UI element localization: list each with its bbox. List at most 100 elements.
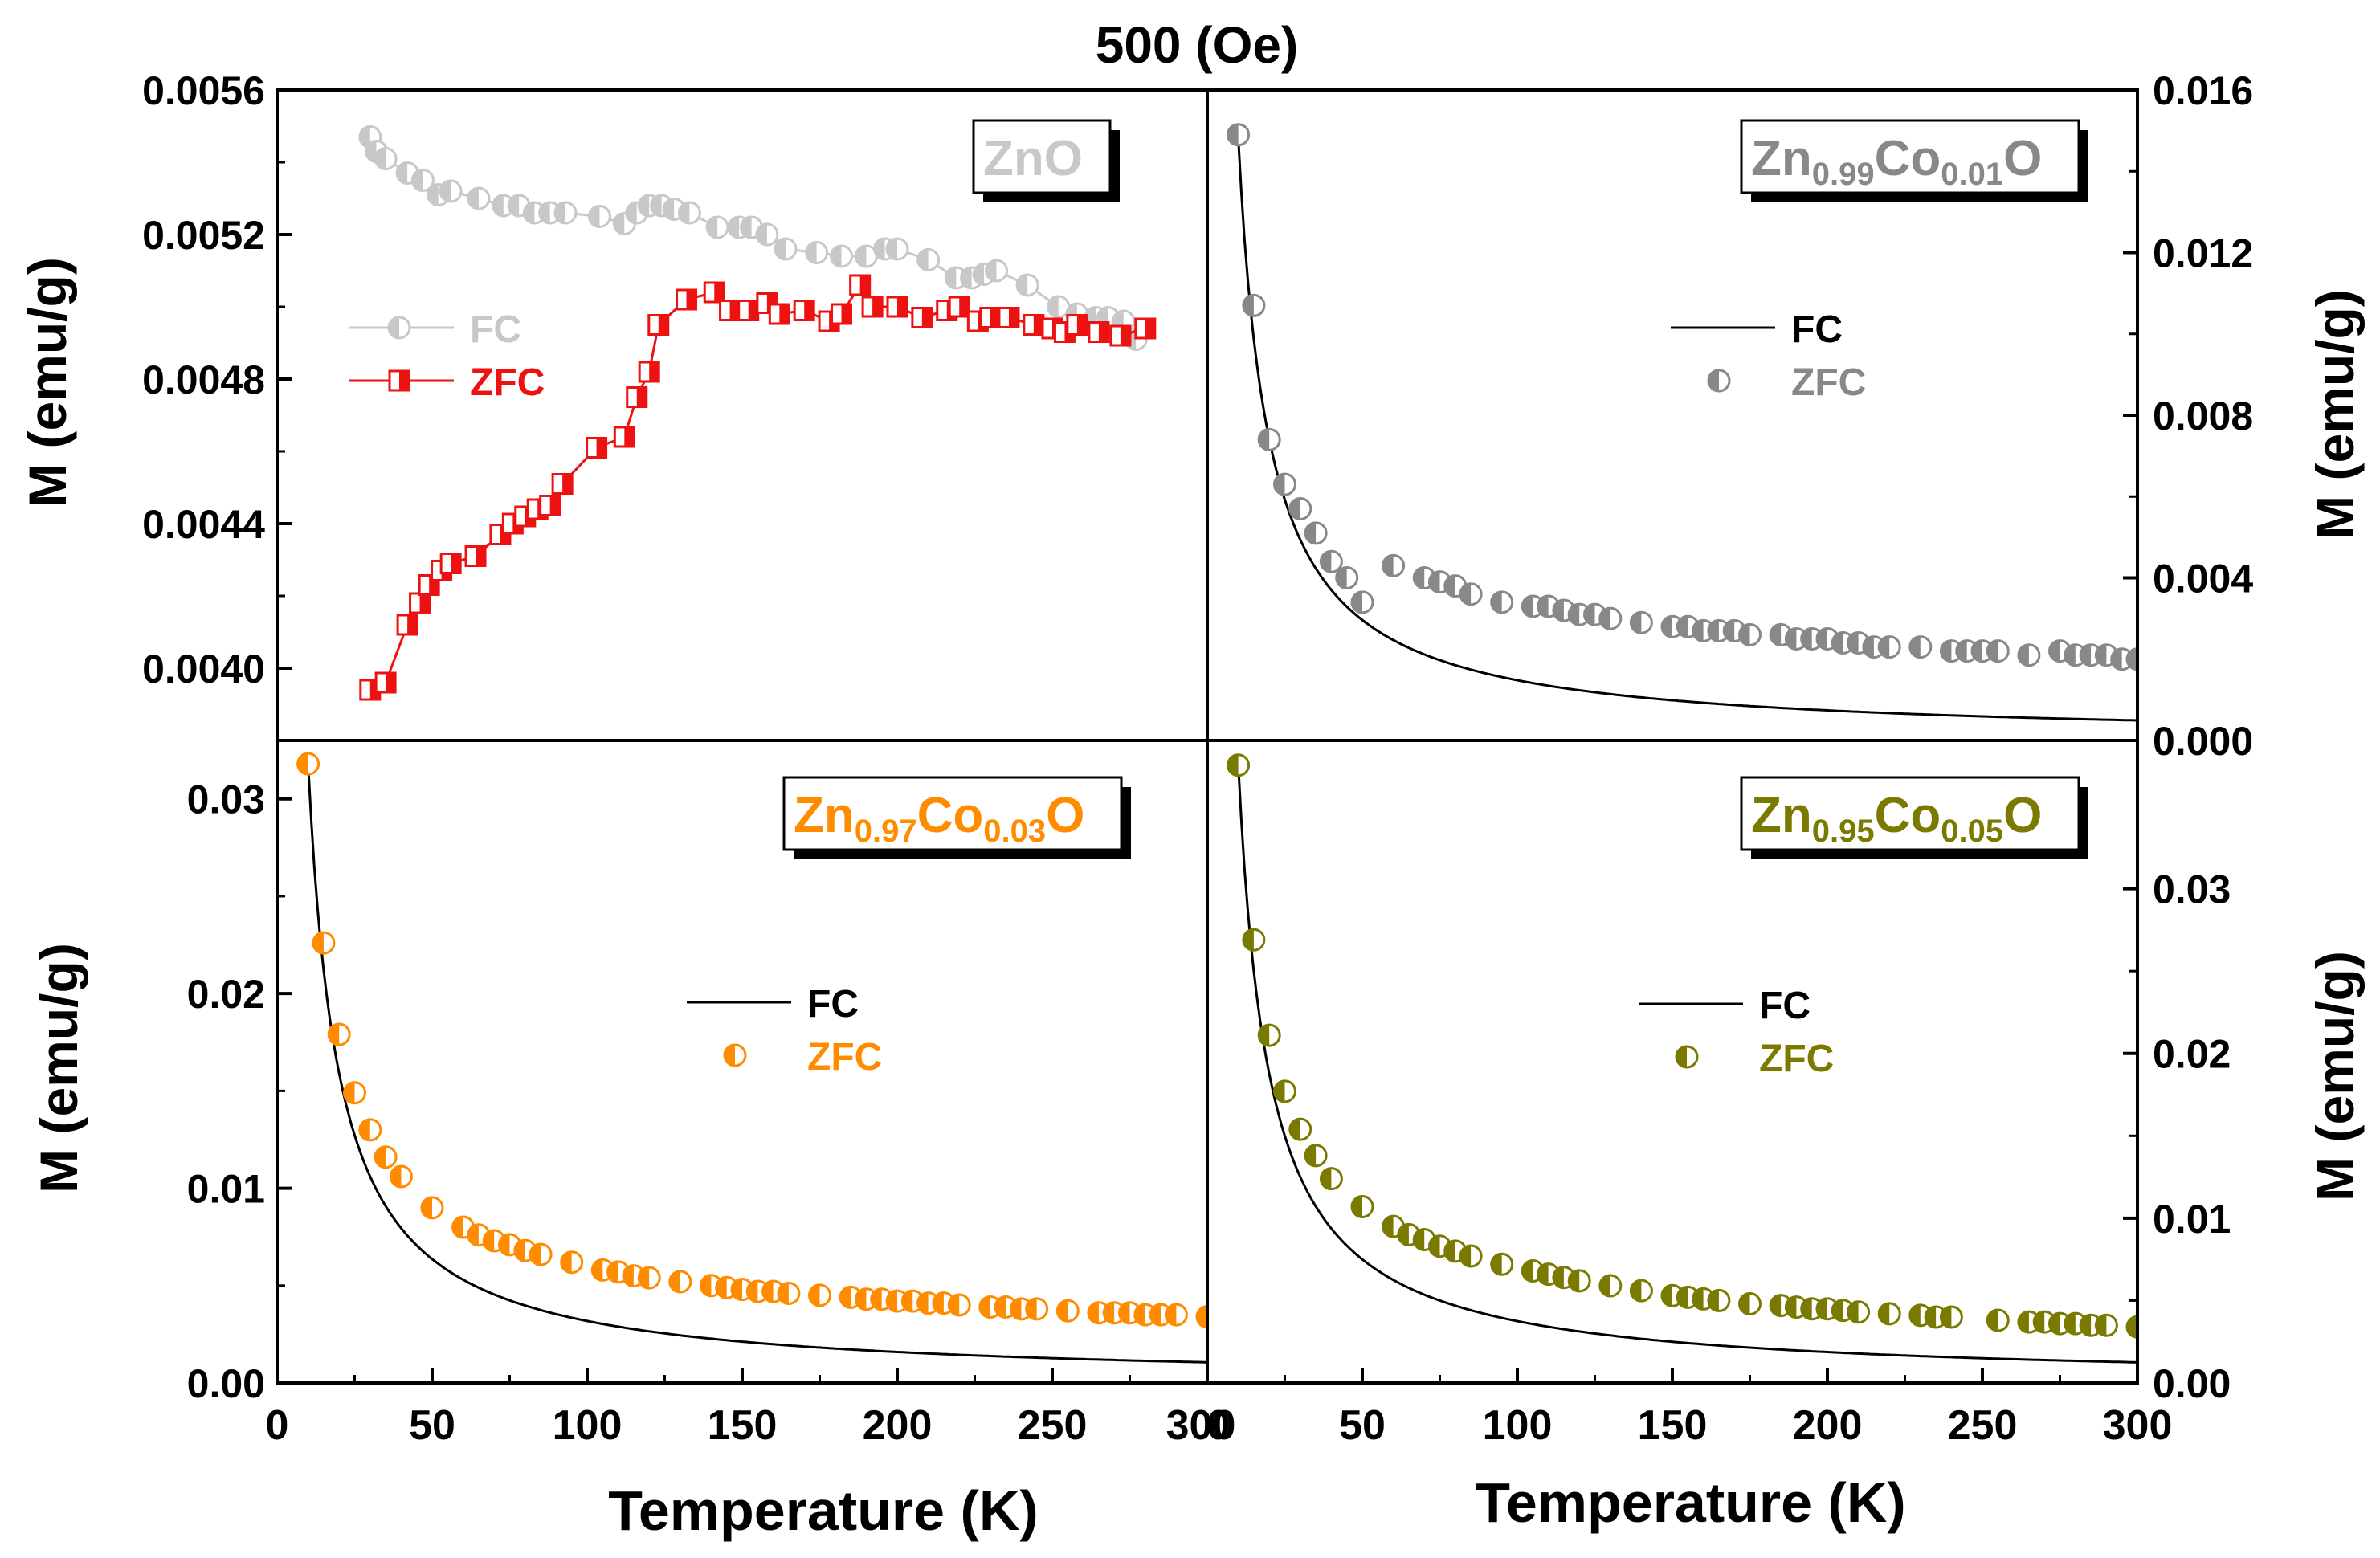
zfc-point-fill bbox=[1321, 551, 1332, 573]
label-box bbox=[1740, 776, 2080, 851]
zfc-point-fill bbox=[1098, 322, 1108, 342]
fc-point-fill bbox=[729, 217, 740, 238]
zfc-point-fill bbox=[2049, 1313, 2060, 1335]
zfc-point-fill bbox=[840, 1287, 851, 1308]
zfc-point-fill bbox=[809, 1284, 820, 1306]
panel-zn095co005o: 0.00 0.01 0.02 0.03 0 50 100 150 200 250 300 FC ZFC Z… bbox=[1206, 753, 2231, 1449]
x-tick-label: 250 bbox=[1018, 1402, 1088, 1449]
zfc-point-fill bbox=[484, 1230, 495, 1252]
y-tick-label: 0.016 bbox=[2153, 68, 2253, 113]
x-tick-label: 100 bbox=[553, 1402, 623, 1449]
zfc-point-fill bbox=[624, 427, 635, 447]
x-tick-label: 0 bbox=[1207, 1402, 1231, 1449]
legend-label: FC bbox=[1791, 308, 1843, 351]
zfc-point-fill bbox=[639, 1267, 650, 1289]
zfc-point-fill bbox=[2049, 640, 2060, 662]
y-tick-label: 0.0044 bbox=[142, 502, 265, 547]
label-subscript: 0.05 bbox=[1941, 814, 2003, 849]
label-subscript: 0.97 bbox=[855, 814, 917, 849]
zfc-point-fill bbox=[1863, 636, 1874, 658]
label-text: O bbox=[2003, 788, 2042, 843]
zfc-point-fill bbox=[1817, 1298, 1827, 1319]
legend-marker-fill bbox=[1676, 1046, 1687, 1067]
zfc-point-fill bbox=[1692, 1288, 1704, 1310]
zfc-point-fill bbox=[1522, 595, 1533, 617]
figure-title: 500 (Oe) bbox=[1096, 16, 1299, 74]
fc-point-fill bbox=[741, 217, 752, 238]
zfc-point-fill bbox=[990, 308, 1000, 328]
y-tick-label: 0.000 bbox=[2153, 719, 2253, 764]
label-text: Co bbox=[917, 788, 984, 843]
x-tick-label: 300 bbox=[2103, 1402, 2173, 1449]
legend: FC ZFC bbox=[349, 308, 545, 404]
zfc-point-fill bbox=[1460, 583, 1472, 605]
panel-zn099co001o: 0.000 0.004 0.008 0.012 0.016 FC ZFC Zn0.99Co0.… bbox=[1227, 68, 2253, 764]
zfc-point-fill bbox=[1770, 1295, 1782, 1316]
zfc-point-fill bbox=[897, 297, 907, 316]
legend-label: ZFC bbox=[807, 1036, 882, 1079]
panel-zn097co003o: 0.00 0.01 0.02 0.03 0 50 100 150 200 250 300 FC ZFC Z… bbox=[187, 752, 1235, 1449]
fc-point-fill bbox=[397, 162, 408, 184]
zfc-point-fill bbox=[592, 1259, 603, 1281]
label-subscript: 0.01 bbox=[1941, 157, 2003, 192]
fc-point-fill bbox=[626, 202, 637, 223]
fc-point-fill bbox=[1017, 275, 1028, 296]
zfc-point-fill bbox=[1033, 315, 1043, 335]
y-tick-label: 0.0052 bbox=[142, 213, 265, 258]
label-text: ZnO bbox=[983, 131, 1083, 186]
zfc-point-fill bbox=[451, 553, 461, 573]
zfc-point-fill bbox=[1879, 636, 1890, 658]
legend: FC ZFC bbox=[687, 983, 882, 1079]
zfc-point-fill bbox=[1008, 308, 1019, 328]
zfc-point-fill bbox=[1382, 555, 1394, 577]
x-tick-label: 200 bbox=[863, 1402, 933, 1449]
zfc-point-fill bbox=[1522, 1260, 1533, 1282]
zfc-point-fill bbox=[344, 1082, 355, 1103]
zfc-point-fill bbox=[1708, 1290, 1719, 1311]
composition-text: ZnO bbox=[983, 131, 1083, 186]
zfc-point-fill bbox=[1553, 600, 1564, 621]
x-tick-label: 250 bbox=[1948, 1402, 2018, 1449]
y-axis-label-top-left: M (emu/g) bbox=[18, 257, 77, 508]
zfc-point-fill bbox=[386, 673, 396, 692]
zfc-point-fill bbox=[1010, 1298, 1022, 1319]
legend-marker-fill bbox=[1708, 370, 1719, 391]
plot-area bbox=[1227, 123, 2137, 722]
zfc-point-fill bbox=[1444, 1240, 1455, 1262]
composition-label: Zn0.99Co0.01O bbox=[1740, 119, 2088, 202]
zfc-point-fill bbox=[855, 1288, 867, 1310]
zfc-point-fill bbox=[804, 300, 814, 320]
zfc-point-fill bbox=[422, 1197, 432, 1218]
zfc-point-fill bbox=[549, 496, 560, 516]
fc-point-fill bbox=[775, 239, 786, 259]
zfc-point-fill bbox=[623, 1265, 634, 1287]
x-tick-label: 150 bbox=[708, 1402, 778, 1449]
zfc-point-fill bbox=[1987, 1310, 1998, 1332]
fc-point-fill bbox=[554, 202, 565, 223]
zfc-point-fill bbox=[732, 1279, 742, 1300]
zfc-point-fill bbox=[1227, 754, 1239, 776]
x-tick-label: 200 bbox=[1793, 1402, 1863, 1449]
fc-point-fill bbox=[917, 249, 929, 271]
zfc-point-fill bbox=[1739, 1293, 1750, 1315]
y-tick-label: 0.02 bbox=[187, 972, 265, 1017]
plot-area bbox=[1227, 753, 2137, 1364]
fc-point-fill bbox=[359, 126, 370, 148]
fc-point-fill bbox=[663, 198, 675, 220]
zfc-point-fill bbox=[1569, 604, 1580, 626]
zfc-point-fill bbox=[649, 362, 659, 381]
zfc-point-fill bbox=[2127, 1316, 2137, 1338]
zfc-point-fill bbox=[1197, 1306, 1207, 1328]
fc-point-fill bbox=[1047, 296, 1059, 317]
zfc-point-fill bbox=[1150, 1304, 1161, 1326]
fc-point-fill bbox=[831, 246, 842, 267]
zfc-point-fill bbox=[747, 1281, 758, 1303]
zfc-point-fill bbox=[1104, 1302, 1115, 1323]
zfc-point-fill bbox=[949, 1295, 960, 1316]
zfc-point-fill bbox=[1941, 1306, 1952, 1328]
zfc-point-fill bbox=[871, 1288, 882, 1310]
zfc-point-fill bbox=[686, 290, 696, 309]
zfc-point-fill bbox=[1057, 1300, 1068, 1322]
zfc-point-fill bbox=[1243, 295, 1254, 316]
zfc-point-fill bbox=[1708, 620, 1719, 642]
